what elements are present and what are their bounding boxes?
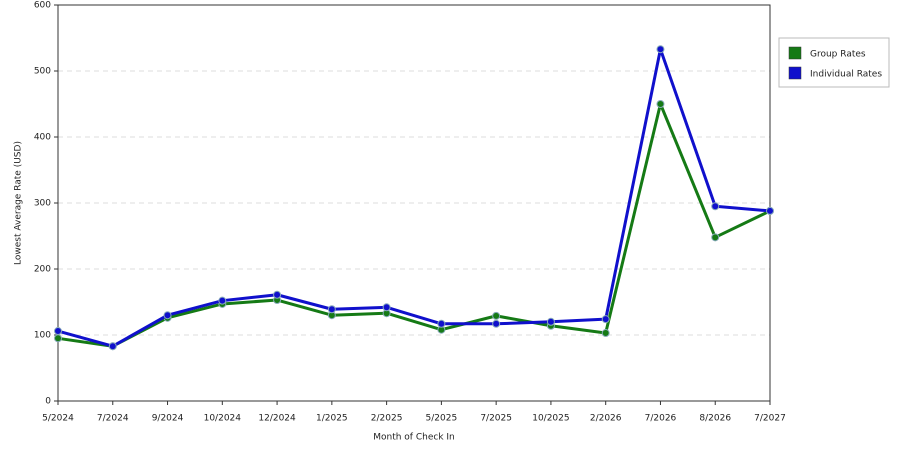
x-tick-label: 7/2027 — [754, 414, 786, 424]
legend-swatch — [788, 46, 802, 60]
x-tick-label: 7/2026 — [645, 414, 677, 424]
x-tick-label: 2/2025 — [371, 414, 403, 424]
legend-box — [778, 37, 890, 88]
y-tick-label: 600 — [34, 1, 51, 11]
point — [437, 319, 446, 328]
x-tick-label: 12/2024 — [258, 414, 296, 424]
point — [382, 303, 391, 312]
x-tick-label: 10/2025 — [532, 414, 569, 424]
legend-label: Group Rates — [810, 50, 866, 60]
point — [711, 202, 720, 211]
point — [656, 45, 665, 54]
point — [601, 315, 610, 324]
point — [546, 317, 555, 326]
x-tick-label: 7/2024 — [97, 414, 129, 424]
point — [656, 100, 665, 108]
x-tick-label: 5/2024 — [42, 414, 74, 424]
point — [54, 334, 62, 343]
y-tick-label: 100 — [34, 331, 51, 341]
point — [273, 290, 282, 299]
y-axis-title: Lowest Average Rate (USD) — [14, 141, 24, 265]
x-tick-label: 7/2025 — [480, 414, 512, 424]
legend-label: Individual Rates — [810, 70, 882, 80]
x-tick-label: 8/2026 — [699, 414, 731, 424]
point — [163, 311, 172, 320]
x-tick-label: 5/2025 — [426, 414, 458, 424]
point — [492, 311, 501, 320]
x-axis-title: Month of Check In — [373, 433, 455, 443]
point — [601, 329, 610, 338]
series-line — [57, 47, 771, 348]
x-tick-label: 2/2026 — [590, 414, 622, 424]
x-tick-label: 1/2025 — [316, 414, 348, 424]
series-line — [57, 102, 771, 348]
legend-swatch — [788, 66, 802, 80]
y-tick-label: 200 — [34, 265, 51, 275]
point — [108, 342, 117, 351]
point — [766, 206, 774, 215]
x-tick-label: 9/2024 — [152, 414, 184, 424]
point — [492, 319, 501, 328]
y-tick-label: 300 — [34, 199, 51, 209]
x-tick-label: 10/2024 — [204, 414, 242, 424]
point — [327, 305, 336, 314]
point — [54, 327, 62, 336]
y-tick-label: 500 — [34, 67, 51, 77]
point — [711, 233, 720, 242]
y-tick-label: 400 — [34, 133, 51, 143]
y-tick-label: 0 — [45, 397, 51, 407]
point — [218, 296, 227, 305]
plot-frame — [57, 4, 771, 402]
